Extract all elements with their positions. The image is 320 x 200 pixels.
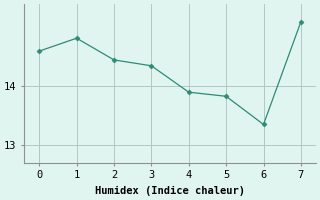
X-axis label: Humidex (Indice chaleur): Humidex (Indice chaleur) — [95, 186, 245, 196]
